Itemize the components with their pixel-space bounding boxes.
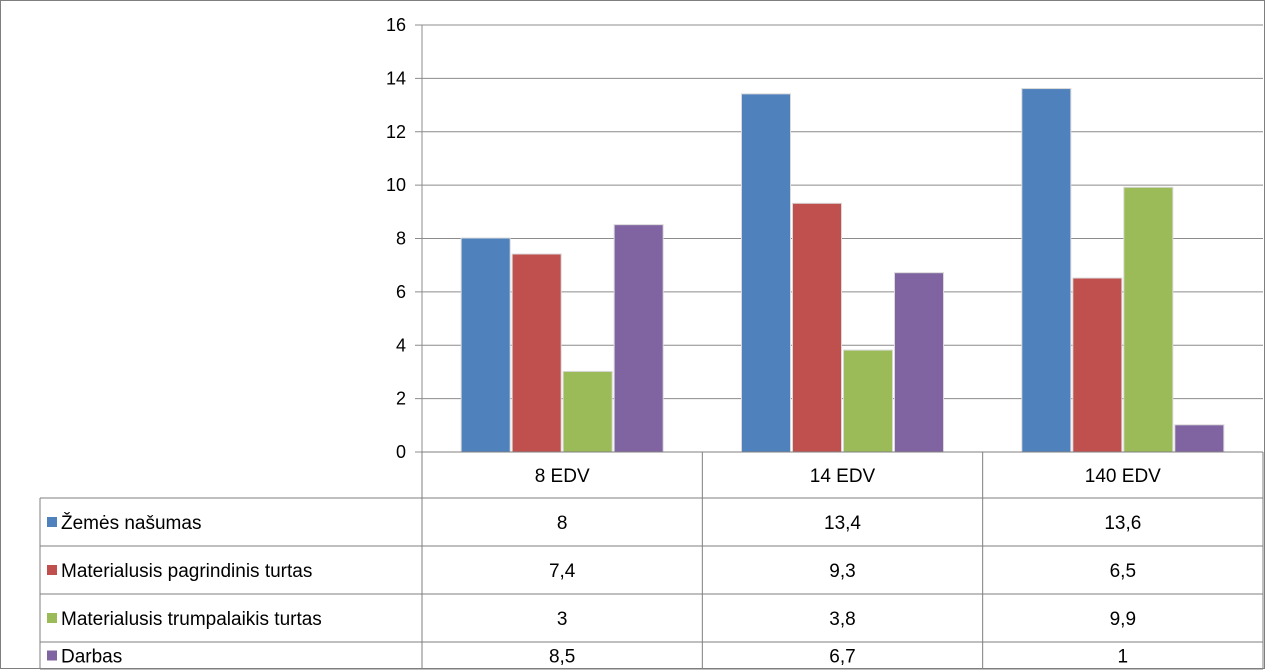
data-table-cell: 7,4 bbox=[549, 561, 576, 582]
y-tick-label: 14 bbox=[386, 68, 406, 88]
legend-swatch bbox=[47, 565, 57, 575]
bar bbox=[742, 94, 790, 452]
legend-label: Žemės našumas bbox=[61, 512, 201, 534]
bar bbox=[614, 225, 663, 452]
data-table-cell: 8,5 bbox=[549, 647, 575, 668]
data-table-cell: 8 bbox=[557, 513, 568, 534]
bar bbox=[793, 203, 841, 452]
bar bbox=[1124, 187, 1173, 452]
y-tick-label: 16 bbox=[386, 15, 406, 35]
bar bbox=[1022, 89, 1071, 453]
legend-swatch bbox=[47, 517, 57, 527]
legend-label: Darbas bbox=[61, 647, 122, 668]
y-tick-label: 2 bbox=[396, 389, 406, 409]
data-table-cell: 9,3 bbox=[829, 561, 855, 582]
legend-label: Materialusis pagrindinis turtas bbox=[61, 561, 312, 582]
y-tick-label: 10 bbox=[386, 175, 406, 195]
data-table-cell: 6,5 bbox=[1110, 561, 1136, 582]
bar bbox=[895, 273, 943, 452]
x-category-label: 14 EDV bbox=[810, 466, 876, 487]
legend-swatch bbox=[47, 650, 57, 661]
bar bbox=[844, 350, 892, 452]
y-tick-label: 12 bbox=[386, 122, 406, 142]
y-tick-label: 4 bbox=[396, 335, 406, 355]
bar bbox=[461, 238, 510, 452]
data-table-cell: 6,7 bbox=[829, 647, 855, 668]
data-table-cell: 1 bbox=[1118, 647, 1129, 668]
y-tick-label: 0 bbox=[396, 442, 406, 462]
bar bbox=[512, 254, 561, 452]
data-table-cell: 9,9 bbox=[1110, 609, 1136, 630]
bar bbox=[563, 371, 612, 452]
data-table-cell: 13,4 bbox=[824, 513, 861, 534]
data-table-cell: 13,6 bbox=[1104, 513, 1141, 534]
bar bbox=[1175, 425, 1224, 452]
data-table-cell: 3 bbox=[557, 609, 568, 630]
bar bbox=[1073, 278, 1122, 452]
y-tick-label: 6 bbox=[396, 282, 406, 302]
x-category-label: 8 EDV bbox=[535, 466, 590, 487]
legend-swatch bbox=[47, 613, 57, 623]
legend-label: Materialusis trumpalaikis turtas bbox=[61, 609, 322, 630]
y-tick-label: 8 bbox=[396, 229, 406, 249]
data-table-cell: 3,8 bbox=[829, 609, 855, 630]
x-category-label: 140 EDV bbox=[1085, 466, 1161, 487]
